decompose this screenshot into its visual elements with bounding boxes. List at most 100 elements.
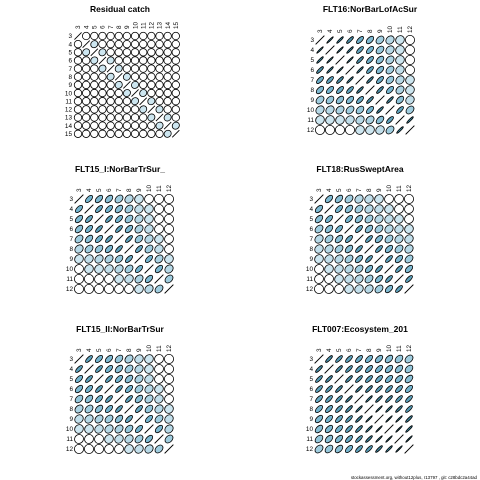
panel-title: FLT18:RusSweptArea <box>316 164 403 174</box>
correlation-ellipse <box>404 364 414 374</box>
column-tick-label: 3 <box>76 188 83 192</box>
correlation-ellipse <box>144 284 154 294</box>
correlation-ellipse <box>73 72 83 81</box>
correlation-ellipse <box>395 45 405 55</box>
correlation-ellipse <box>335 115 345 125</box>
correlation-ellipse <box>155 80 164 90</box>
diagonal-mark <box>74 354 84 364</box>
diagonal-mark <box>154 434 164 444</box>
correlation-ellipse <box>375 425 383 433</box>
correlation-ellipse <box>344 204 354 214</box>
diagonal-mark <box>84 364 94 374</box>
correlation-ellipse <box>94 414 104 424</box>
column-tick-label: 12 <box>166 184 173 192</box>
correlation-ellipse <box>345 405 353 413</box>
correlation-ellipse <box>314 444 324 454</box>
correlation-ellipse <box>74 404 84 414</box>
correlation-ellipse <box>385 35 395 45</box>
correlation-ellipse <box>131 80 140 89</box>
correlation-ellipse <box>164 434 174 444</box>
correlation-ellipse <box>122 64 132 73</box>
column-tick-label: 8 <box>126 348 133 352</box>
correlation-ellipse <box>365 385 373 393</box>
correlation-ellipse <box>171 88 180 98</box>
correlation-ellipse <box>122 105 132 114</box>
correlation-ellipse <box>365 375 373 383</box>
correlation-ellipse <box>171 72 180 81</box>
correlation-ellipse <box>147 40 156 49</box>
correlation-ellipse <box>394 374 404 384</box>
correlation-ellipse <box>163 88 172 98</box>
correlation-ellipse <box>144 204 154 214</box>
correlation-ellipse <box>356 96 364 104</box>
correlation-ellipse <box>384 214 394 224</box>
correlation-ellipse <box>326 36 334 44</box>
correlation-ellipse <box>324 424 334 434</box>
correlation-ellipse <box>164 424 174 434</box>
correlation-ellipse <box>163 64 172 73</box>
correlation-ellipse <box>144 444 154 454</box>
column-tick-label: 3 <box>76 348 83 352</box>
row-tick-label: 5 <box>310 57 314 64</box>
column-tick-label: 13 <box>157 21 164 29</box>
correlation-ellipse <box>324 264 334 274</box>
correlation-ellipse <box>403 194 414 204</box>
correlation-ellipse <box>95 225 103 233</box>
diagonal-mark <box>404 444 414 454</box>
correlation-ellipse <box>84 394 94 404</box>
correlation-ellipse <box>316 66 324 74</box>
correlation-ellipse <box>98 97 107 106</box>
correlation-ellipse <box>375 115 385 125</box>
correlation-ellipse <box>104 194 114 204</box>
correlation-ellipse <box>395 55 405 65</box>
column-tick-label: 12 <box>406 344 413 352</box>
correlation-ellipse <box>356 36 364 44</box>
diagonal-mark <box>374 414 384 424</box>
row-tick-label: 7 <box>310 77 314 84</box>
correlation-ellipse <box>130 72 140 81</box>
correlation-ellipse <box>139 129 148 138</box>
correlation-ellipse <box>106 48 115 57</box>
correlation-ellipse <box>364 274 374 284</box>
correlation-ellipse <box>105 395 113 403</box>
correlation-ellipse <box>364 354 374 364</box>
correlation-ellipse <box>84 264 94 274</box>
column-tick-label: 7 <box>116 188 123 192</box>
correlation-ellipse <box>106 80 115 90</box>
correlation-ellipse <box>163 40 172 49</box>
correlation-ellipse <box>114 88 123 98</box>
diagonal-mark <box>334 214 344 224</box>
diagonal-mark <box>164 284 174 294</box>
diagonal-mark <box>365 85 375 95</box>
correlation-ellipse <box>154 214 164 224</box>
correlation-ellipse <box>144 354 154 364</box>
correlation-ellipse <box>325 95 335 105</box>
correlation-ellipse <box>124 204 134 214</box>
column-tick-label: 3 <box>317 29 324 33</box>
correlation-ellipse <box>114 121 123 130</box>
correlation-ellipse <box>104 414 114 424</box>
correlation-ellipse <box>334 234 344 244</box>
correlation-ellipse <box>314 414 324 424</box>
correlation-ellipse <box>365 235 373 243</box>
correlation-ellipse <box>395 265 403 273</box>
correlation-ellipse <box>385 75 395 85</box>
correlation-ellipse <box>345 355 353 363</box>
correlation-ellipse <box>316 46 324 54</box>
correlation-ellipse <box>104 264 114 274</box>
column-tick-label: 3 <box>316 348 323 352</box>
correlation-ellipse <box>345 415 353 423</box>
correlation-ellipse <box>104 244 114 254</box>
correlation-ellipse <box>171 64 180 73</box>
row-tick-label: 5 <box>68 50 72 57</box>
correlation-ellipse <box>154 414 164 424</box>
correlation-ellipse <box>106 40 115 49</box>
correlation-ellipse <box>313 284 324 294</box>
correlation-ellipse <box>74 254 84 264</box>
correlation-ellipse <box>154 224 164 234</box>
correlation-ellipse <box>314 234 324 244</box>
column-tick-label: 4 <box>86 188 93 192</box>
correlation-ellipse <box>344 214 354 224</box>
correlation-ellipse <box>336 66 344 74</box>
correlation-ellipse <box>83 273 94 284</box>
